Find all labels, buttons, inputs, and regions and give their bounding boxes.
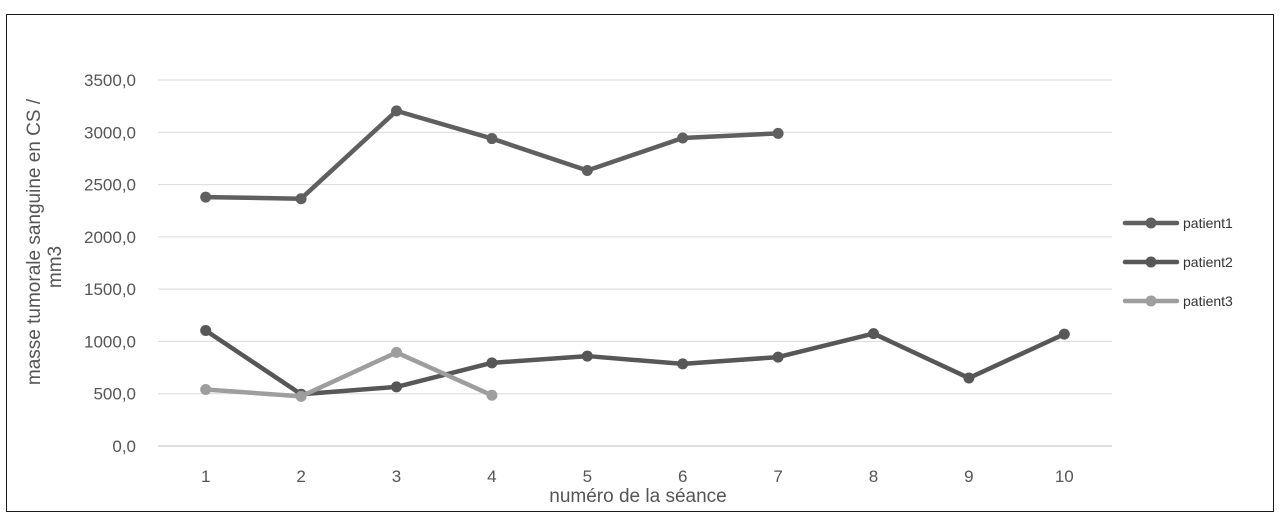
patient2-point	[963, 372, 975, 384]
patient2-point	[486, 357, 498, 369]
patient2-point	[868, 328, 879, 340]
legend-marker	[1145, 256, 1157, 268]
patient1-point	[772, 127, 784, 139]
axes: 0,0500,01000,01500,02000,02500,03000,035…	[84, 71, 1074, 486]
x-tick-label: 3	[392, 467, 401, 486]
series-patient3	[200, 346, 498, 402]
patient2-point	[772, 351, 784, 363]
series-patient2	[200, 324, 1070, 400]
patient1-point	[200, 191, 212, 203]
legend-label: patient1	[1183, 215, 1233, 231]
y-axis-title-line-2: mm3	[45, 246, 66, 288]
patient2-point	[677, 358, 689, 370]
y-tick-label: 500,0	[93, 385, 136, 404]
patient3-point	[486, 389, 498, 401]
patient1-point	[581, 164, 593, 176]
x-tick-label: 1	[201, 467, 210, 486]
patient1-point	[295, 193, 307, 205]
y-tick-label: 1500,0	[84, 280, 136, 299]
patient2-point	[1058, 328, 1070, 340]
patient2-point	[391, 381, 402, 393]
patient2-point	[200, 324, 212, 336]
x-tick-label: 9	[964, 467, 973, 486]
y-tick-label: 3000,0	[84, 123, 136, 142]
patient3-line	[203, 350, 495, 399]
legend: patient1 patient2 patient3	[1122, 215, 1233, 309]
x-tick-label: 4	[487, 467, 496, 486]
x-tick-label: 5	[583, 467, 592, 486]
x-axis-title: numéro de la séance	[549, 486, 726, 507]
patient1-point	[486, 133, 498, 145]
chart-frame	[6, 14, 1274, 512]
patient2-point	[581, 350, 593, 362]
patient1-point	[391, 105, 402, 117]
patient3-point	[200, 384, 212, 396]
patient2-line	[203, 328, 1067, 397]
legend-item-patient2: patient2	[1122, 254, 1233, 270]
series	[200, 105, 1070, 402]
patient3-point	[295, 390, 307, 402]
x-tick-label: 2	[296, 467, 305, 486]
patient3-point	[391, 346, 402, 358]
y-tick-label: 0,0	[112, 437, 136, 456]
legend-marker	[1145, 217, 1157, 229]
y-tick-label: 3500,0	[84, 71, 136, 90]
legend-label: patient2	[1183, 254, 1233, 270]
x-tick-label: 7	[773, 467, 782, 486]
legend-label: patient3	[1183, 293, 1233, 309]
y-tick-label: 2000,0	[84, 228, 136, 247]
x-tick-label: 8	[869, 467, 878, 486]
legend-marker	[1145, 295, 1157, 307]
x-tick-label: 10	[1055, 467, 1074, 486]
patient1-line	[203, 108, 781, 201]
y-tick-label: 1000,0	[84, 332, 136, 351]
series-patient1	[200, 105, 784, 205]
patient1-point	[677, 132, 689, 144]
y-axis-title-line-1: masse tumorale sanguine en CS /	[24, 98, 45, 385]
legend-item-patient1: patient1	[1122, 215, 1233, 231]
legend-item-patient3: patient3	[1122, 293, 1233, 309]
y-axis-title: masse tumorale sanguine en CS / mm3	[24, 98, 66, 385]
y-tick-label: 2500,0	[84, 176, 136, 195]
x-tick-label: 6	[678, 467, 687, 486]
